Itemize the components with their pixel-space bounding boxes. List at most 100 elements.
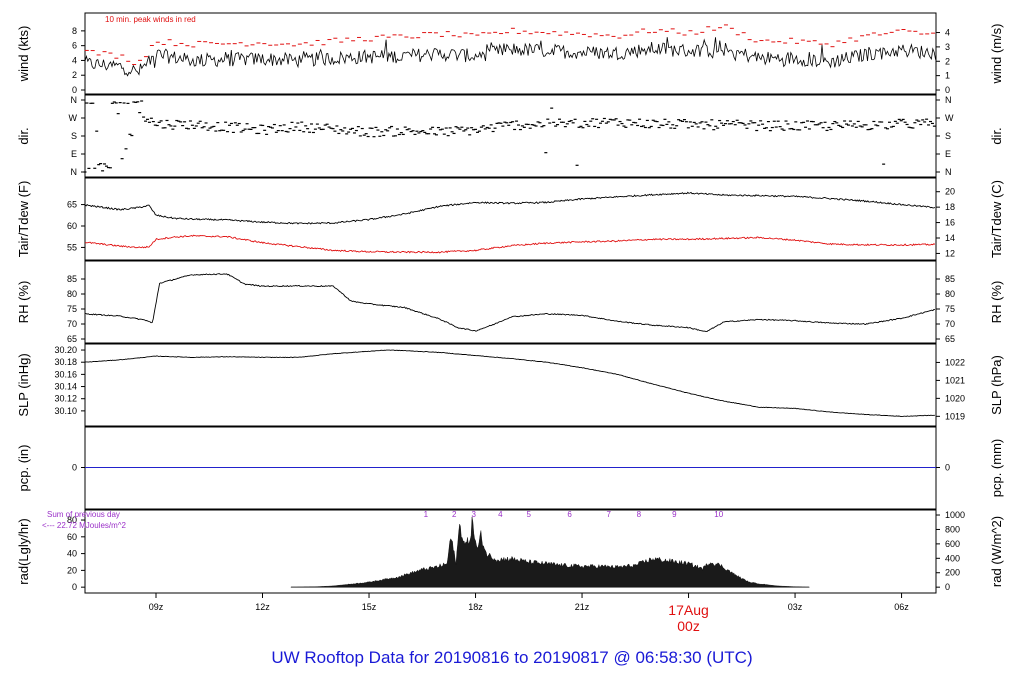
y-tick-label-right: N [945, 167, 952, 177]
y-tick-label-right: 3 [945, 42, 950, 52]
rad-sum-label: Sum of previous day [47, 510, 120, 519]
x-tick-label: 15z [362, 602, 377, 612]
y-tick-label-left: 30.14 [54, 382, 77, 392]
rad-hour-mark: 2 [452, 510, 457, 519]
y-tick-label-left: 75 [67, 304, 77, 314]
y-tick-label-left: 80 [67, 515, 77, 525]
y-tick-label-right: 2 [945, 56, 950, 66]
panel-frame [84, 343, 937, 427]
peak-winds-annotation: 10 min. peak winds in red [105, 15, 196, 24]
y-tick-label-left: E [71, 149, 77, 159]
y-tick-label-left: 4 [72, 55, 77, 65]
page-title: UW Rooftop Data for 20190816 to 20190817… [271, 648, 753, 667]
rad-hour-mark: 9 [672, 510, 677, 519]
y-tick-label-right: 4 [945, 28, 950, 38]
y-tick-label-right: 1000 [945, 510, 965, 520]
y-tick-label-right: 1 [945, 71, 950, 81]
y-tick-label-right: 80 [945, 289, 955, 299]
date-marker-label: 17Aug [668, 602, 708, 618]
radiation-area [290, 516, 810, 588]
y-axis-label-right: RH (%) [989, 281, 1004, 324]
y-tick-label-left: 30.20 [54, 345, 77, 355]
y-tick-label-right: 85 [945, 274, 955, 284]
panel-frame [84, 12, 937, 95]
x-tick-label: 09z [149, 602, 164, 612]
y-tick-label-left: 8 [72, 26, 77, 36]
x-tick-label: 21z [575, 602, 590, 612]
temperature-tair-line [84, 191, 936, 225]
rad-hour-mark: 10 [714, 510, 723, 519]
y-tick-label-left: S [71, 131, 77, 141]
y-axis-label-left: dir. [16, 127, 31, 144]
y-tick-label-left: 60 [67, 221, 77, 231]
y-axis-label-right: rad (W/m^2) [989, 516, 1004, 587]
y-tick-label-left: N [71, 167, 78, 177]
panel-precipitation: pcp. (in) pcp. (mm) 0 0 [16, 426, 1004, 510]
y-tick-label-left: 40 [67, 549, 77, 559]
y-tick-label-right: 1020 [945, 393, 965, 403]
y-tick-label-left: 30.12 [54, 394, 77, 404]
rad-hour-mark: 7 [606, 510, 611, 519]
y-axis-label-right: Tair/Tdew (C) [989, 180, 1004, 258]
x-tick-label: 03z [788, 602, 803, 612]
y-tick-label-right: N [945, 95, 952, 105]
panel-radiation: rad(Lgly/hr) rad (W/m^2) 0 20 40 60 800 200 400 6… [16, 509, 1004, 594]
y-tick-label-left: 55 [67, 242, 77, 252]
y-tick-label-right: 14 [945, 233, 955, 243]
panel-frame [84, 260, 937, 344]
y-tick-label-right: E [945, 149, 951, 159]
y-tick-label-left: 0 [72, 463, 77, 473]
rad-hour-mark: 6 [567, 510, 572, 519]
y-tick-label-left: 65 [67, 334, 77, 344]
rad-hour-mark: 1 [424, 510, 429, 519]
y-tick-label-left: 60 [67, 532, 77, 542]
rad-hour-mark: 8 [637, 510, 642, 519]
y-tick-label-right: 1019 [945, 411, 965, 421]
x-tick-label: 06z [894, 602, 909, 612]
y-axis-label-left: rad(Lgly/hr) [16, 518, 31, 584]
y-axis-label-left: RH (%) [16, 281, 31, 324]
rad-hour-mark: 3 [472, 510, 477, 519]
rad-sum-value: <--- 22.72 MJoules/m^2 [42, 521, 127, 530]
panel-humidity: RH (%) RH (%) 65 70 75 80 85 65 70 75 80 85 [16, 260, 1004, 344]
y-axis-label-right: dir. [989, 127, 1004, 144]
y-tick-label-right: 65 [945, 334, 955, 344]
y-tick-label-right: 800 [945, 524, 960, 534]
y-tick-label-right: 12 [945, 248, 955, 258]
humidity-rh-line [85, 273, 935, 333]
y-tick-label-right: 400 [945, 553, 960, 563]
y-tick-label-right: 1021 [945, 375, 965, 385]
y-axis-label-right: wind (m/s) [989, 24, 1004, 85]
temperature-tdew-line [84, 234, 936, 254]
y-tick-label-left: 30.10 [54, 406, 77, 416]
y-tick-label-left: N [71, 95, 78, 105]
panel-frame [84, 94, 937, 178]
y-tick-label-right: 0 [945, 582, 950, 592]
wind-speed-line [84, 37, 936, 77]
pressure-slp-line [84, 349, 935, 417]
y-tick-label-right: S [945, 131, 951, 141]
y-axis-label-right: SLP (hPa) [989, 355, 1004, 415]
y-tick-label-right: 18 [945, 202, 955, 212]
panel-pressure: SLP (inHg) SLP (hPa) 30.10 30.12 30.14 30.16 3… [16, 343, 1004, 427]
y-axis-label-right: pcp. (mm) [989, 439, 1004, 498]
y-axis-label-left: SLP (inHg) [16, 353, 31, 416]
y-tick-label-right: 0 [945, 463, 950, 473]
y-tick-label-right: 200 [945, 568, 960, 578]
y-tick-label-left: W [69, 113, 78, 123]
y-tick-label-left: 70 [67, 319, 77, 329]
y-tick-label-left: 30.18 [54, 357, 77, 367]
date-marker-hour: 00z [677, 618, 700, 634]
panel-wind: wind (kts) wind (m/s) 0 2 4 6 8 0 1 2 3 4 10 min. pe… [16, 12, 1004, 95]
y-axis-label-left: wind (kts) [16, 26, 31, 83]
panel-temperature: Tair/Tdew (F) Tair/Tdew (C) 55 60 65 12 14 16 18… [16, 177, 1004, 261]
y-tick-label-right: 600 [945, 539, 960, 549]
y-tick-label-left: 20 [67, 565, 77, 575]
y-axis-label-left: pcp. (in) [16, 445, 31, 492]
y-tick-label-right: 70 [945, 319, 955, 329]
y-tick-label-right: 0 [945, 85, 950, 95]
